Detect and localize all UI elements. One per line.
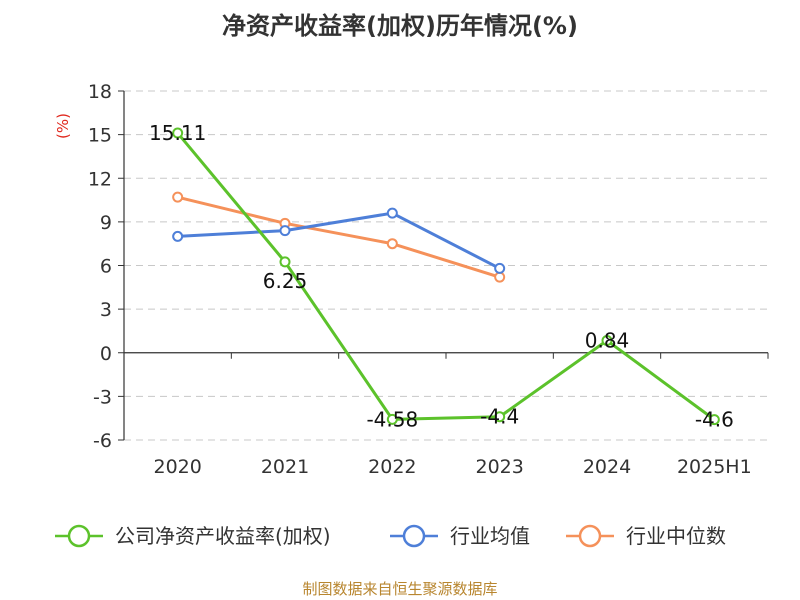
data-point — [601, 335, 613, 347]
series-line — [177, 195, 501, 279]
data-point — [279, 256, 291, 268]
data-point — [172, 127, 184, 139]
y-tick-label: 15 — [88, 125, 112, 147]
y-tick-label: 0 — [100, 343, 112, 365]
x-tick-label: 2024 — [583, 456, 631, 478]
data-label: 15.11 — [149, 121, 206, 145]
series-layer — [172, 127, 720, 426]
y-tick-label: 9 — [100, 212, 112, 234]
legend-label: 行业均值 — [450, 524, 530, 548]
y-tick-label: 6 — [100, 256, 112, 278]
y-axis-unit-label: (%) — [54, 113, 72, 139]
y-tick-label: 3 — [100, 299, 112, 321]
data-point — [386, 413, 398, 425]
legend-swatch-marker — [578, 524, 602, 548]
y-tick-label: -3 — [93, 386, 112, 408]
y-tick-label: 18 — [88, 81, 112, 103]
data-point — [172, 191, 184, 203]
x-tick-label: 2025H1 — [677, 456, 752, 478]
axis-layer: 18 15 12 9 6 3 0 -3 -6 2020 2021 2022 2023 2024 2025H1 — [88, 81, 769, 478]
data-point — [172, 230, 184, 242]
data-label: -4.58 — [366, 407, 418, 431]
data-label: 6.25 — [263, 269, 308, 293]
legend[interactable]: 公司净资产收益率(加权) 行业均值 行业中位数 — [55, 524, 726, 548]
x-tick-label: 2022 — [368, 456, 416, 478]
chart-title: 净资产收益率(加权)历年情况(%) — [222, 12, 578, 40]
data-point — [708, 414, 720, 426]
source-note: 制图数据来自恒生聚源数据库 — [302, 580, 498, 598]
y-tick-label: 12 — [88, 168, 112, 190]
legend-label: 行业中位数 — [626, 524, 726, 548]
legend-label: 公司净资产收益率(加权) — [115, 524, 331, 548]
data-point — [494, 262, 506, 274]
data-label: -4.4 — [480, 405, 519, 429]
legend-swatch-marker — [402, 524, 426, 548]
data-point — [279, 225, 291, 237]
y-tick-label: -6 — [93, 430, 112, 452]
data-point — [494, 271, 506, 283]
data-point — [494, 411, 506, 423]
x-tick-label: 2023 — [475, 456, 523, 478]
data-point — [386, 238, 398, 250]
data-label-layer: 15.11 6.25 -4.58 -4.4 0.84 -4.6 — [149, 121, 734, 432]
data-label: -4.6 — [695, 408, 734, 432]
series-line — [177, 211, 501, 270]
series-line — [176, 132, 716, 421]
data-label: 0.84 — [585, 329, 630, 353]
x-tick-label: 2021 — [261, 456, 309, 478]
data-point — [386, 207, 398, 219]
legend-swatch-marker — [67, 524, 91, 548]
x-tick-label: 2020 — [153, 456, 201, 478]
